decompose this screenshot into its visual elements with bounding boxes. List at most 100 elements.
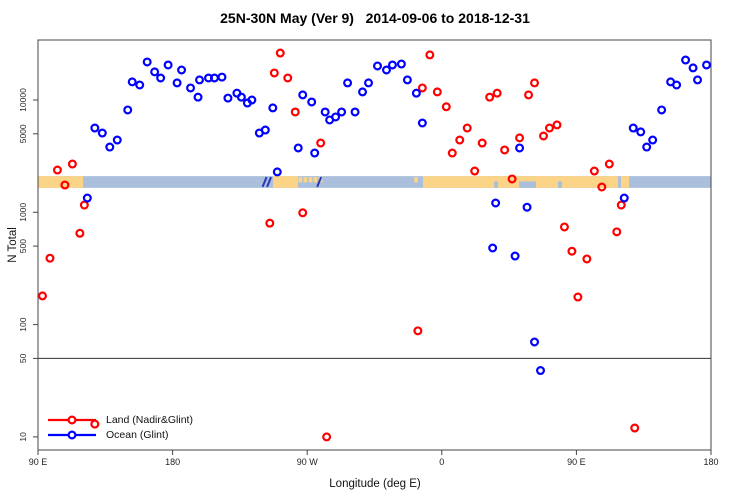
data-point-ocean [105,142,115,152]
data-point-ocean [396,59,406,69]
data-point-land [447,148,457,158]
data-point-ocean [515,143,525,153]
data-point-ocean [135,80,145,90]
data-point-ocean [510,251,520,261]
data-point-land [630,423,640,433]
data-point-ocean [688,63,698,73]
data-point-ocean [619,193,629,203]
data-point-ocean [127,77,137,87]
data-point-land [283,73,293,83]
data-point-ocean [172,78,182,88]
data-point-land [524,90,534,100]
x-tick-label: 90 E [29,457,48,467]
x-tick-label: 180 [703,457,718,467]
x-tick-label: 90 W [297,457,319,467]
data-point-land [507,174,517,184]
y-tick-label: 100 [18,317,28,331]
data-point-land [530,78,540,88]
data-point-land [477,138,487,148]
data-point-land [79,200,89,210]
data-point-ocean [387,60,397,70]
data-point-land [612,227,622,237]
data-point-ocean [648,135,658,145]
data-point-land [298,208,308,218]
data-point-land [67,159,77,169]
data-point-ocean [90,123,100,133]
data-point-ocean [186,83,196,93]
map-band-island [313,177,318,183]
legend-item: Land (Nadir&Glint) [46,412,193,427]
data-point-ocean [177,65,187,75]
map-band-dark-mark [261,176,268,188]
data-point-ocean [320,107,330,117]
data-point-ocean [272,167,282,177]
data-point-land [538,131,548,141]
map-band-dark-mark [266,176,272,188]
map-band-island [303,177,308,183]
data-point-land [45,253,55,263]
map-band-island [308,177,313,183]
data-point-land [589,166,599,176]
y-axis-title: N Total [7,227,19,263]
data-point-land [573,292,583,302]
data-point-land [60,180,70,190]
data-point-land [500,145,510,155]
data-point-land [322,432,332,442]
map-band-land [620,176,630,188]
map-band-water-notch [494,181,499,188]
data-point-ocean [343,78,353,88]
data-point-ocean [636,127,646,137]
y-tick-label: 5000 [18,124,28,143]
data-point-land [37,291,47,301]
data-point-ocean [417,118,427,128]
y-tick-label: 10 [18,432,28,442]
data-point-land [567,246,577,256]
legend-symbol [48,429,96,440]
data-point-ocean [217,72,227,82]
data-point-land [413,326,423,336]
data-point-ocean [163,60,173,70]
data-point-ocean [260,125,270,135]
data-point-land [544,123,554,133]
data-point-land [425,50,435,60]
data-point-ocean [402,75,412,85]
data-point-ocean [657,105,667,115]
data-point-ocean [536,366,546,376]
map-band-water-notch [519,181,537,188]
map-band-island [414,177,418,183]
data-point-ocean [681,55,691,65]
data-point-ocean [488,243,498,253]
data-point-land [582,254,592,264]
data-point-ocean [372,61,382,71]
data-point-ocean [97,128,107,138]
data-point-ocean [195,75,205,85]
data-point-ocean [350,107,360,117]
data-point-ocean [293,143,303,153]
data-point-ocean [82,193,92,203]
data-point-land [441,102,451,112]
data-point-ocean [298,90,308,100]
data-point-ocean [236,92,246,102]
data-point-ocean [150,67,160,77]
data-point-land [616,200,626,210]
data-point-land [455,135,465,145]
map-band-land [272,176,299,188]
data-point-land [470,166,480,176]
data-point-ocean [268,103,278,113]
data-point-ocean [331,112,341,122]
data-point-ocean [530,337,540,347]
y-tick-label: 10000 [18,88,28,112]
data-point-ocean [628,123,638,133]
data-point-ocean [381,65,391,75]
data-point-land [432,87,442,97]
data-point-land [269,68,279,78]
x-tick-label: 0 [439,457,444,467]
x-tick-label: 180 [165,457,180,467]
data-point-ocean [112,135,122,145]
plot-border [37,39,712,451]
data-point-land [462,123,472,133]
legend-item: Ocean (Glint) [46,427,193,442]
data-point-land [515,133,525,143]
